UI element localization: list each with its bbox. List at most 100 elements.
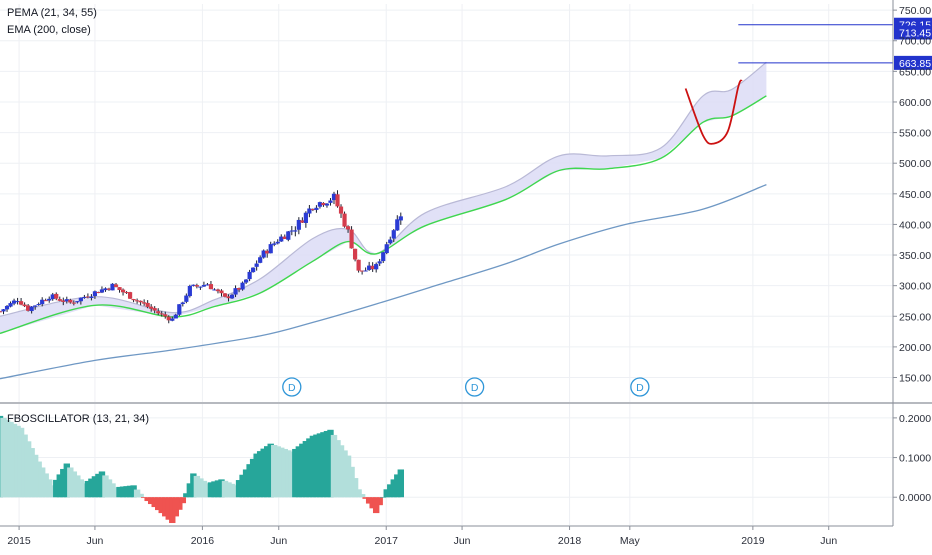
candle-body [96, 292, 101, 294]
candle-body [352, 248, 358, 260]
oscillator-bar [123, 486, 130, 498]
oscillator-bar [172, 497, 179, 517]
oscillator-bars [0, 415, 404, 524]
candle-body [142, 302, 147, 304]
oscillator-bar [70, 471, 78, 498]
oscillator-bar [179, 497, 187, 504]
oscillator-bar [42, 473, 49, 498]
oscillator-bar [183, 493, 190, 498]
candle-body [1, 309, 6, 312]
price-tag-bg [894, 25, 932, 40]
oscillator-bar [281, 448, 288, 498]
candle-body [345, 226, 351, 230]
oscillator-bar [77, 479, 85, 498]
oscillator-bar [330, 434, 338, 498]
oscillator-bar [358, 494, 366, 498]
oscillator-bar [211, 481, 218, 498]
candle-body [356, 259, 361, 271]
oscillator-bar [372, 497, 380, 514]
candle-body [254, 263, 259, 267]
candle-body [205, 284, 210, 286]
legend-oscillator[interactable]: FBOSCILLATOR (13, 21, 34) [7, 413, 150, 425]
pema-fast-line [0, 61, 767, 317]
oscillator-bar [140, 497, 148, 499]
y-tick-label: 750.00 [899, 5, 931, 17]
oscillator-bar [144, 497, 151, 502]
candle-body [187, 286, 192, 297]
oscillator-bar [235, 480, 243, 498]
legend-ema[interactable]: EMA (200, close) [7, 24, 91, 36]
candle-body [198, 286, 203, 288]
oscillator-bar [74, 475, 81, 498]
ema200-line [0, 183, 767, 380]
oscillator-bar [365, 497, 373, 504]
price-tag-bg [894, 55, 932, 70]
candle-body [54, 293, 59, 299]
candle-body [127, 292, 133, 299]
oscillator-bar [102, 475, 109, 498]
x-tick-label: Jun [820, 535, 837, 547]
dividend-marker [282, 377, 302, 397]
candle-body [293, 230, 298, 232]
y-tick-label: 250.00 [899, 311, 931, 323]
candle-body [324, 203, 330, 206]
oscillator-bar [323, 430, 331, 498]
candle-body [50, 294, 55, 300]
candle-body [222, 293, 228, 297]
oscillator-bar [91, 476, 99, 498]
oscillator-bar [204, 483, 211, 498]
candle-body [68, 299, 73, 303]
oscillator-bar [7, 421, 14, 498]
candle-body [156, 311, 161, 314]
oscillator-bar [133, 489, 141, 498]
axes: 150.00 200.00 250.00 300.00 350.00 400.00 450.… [7, 5, 931, 547]
price-tag-label: 713.45 [899, 28, 931, 40]
oscillator-bar [239, 474, 246, 498]
candle-body [272, 243, 277, 245]
candle-body [377, 261, 382, 264]
oscillator-bar [10, 423, 18, 498]
oscillator-bar [49, 485, 56, 498]
pema-slow-line [0, 95, 767, 335]
dividend-marker [464, 377, 485, 397]
oscillator-bar [60, 468, 67, 498]
oscillator-bar [285, 450, 292, 498]
candle-body [177, 304, 182, 315]
candle-body [314, 207, 319, 210]
legend-pema[interactable]: PEMA (21, 34, 55) [7, 7, 97, 19]
candle-body [159, 313, 164, 315]
oscillator-bar [334, 440, 341, 498]
candle-body [307, 208, 312, 214]
oscillator-bar [369, 497, 376, 509]
oscillator-bar [246, 464, 253, 498]
candle-body [300, 220, 305, 223]
candle-body [173, 314, 178, 319]
candle-body [398, 216, 403, 221]
candle-body [226, 296, 231, 299]
y-tick-label: 150.00 [899, 373, 931, 385]
oscillator-bar [309, 435, 317, 498]
candle-body [370, 265, 375, 270]
candle-body [170, 318, 175, 321]
candle-body [117, 287, 122, 290]
candle-body [4, 305, 10, 310]
oscillator-bar [67, 467, 74, 498]
oscillator-bar [225, 482, 232, 498]
price-tag-label: 663.85 [899, 58, 931, 70]
oscillator-bar [88, 478, 95, 498]
candle-body [57, 299, 62, 301]
candle-body [335, 194, 340, 207]
candle-body [124, 292, 129, 294]
oscillator-bar [17, 427, 25, 498]
y-tick-label: 650.00 [899, 66, 931, 78]
candle-body [303, 212, 308, 223]
candle-body [317, 202, 323, 207]
candle-body [279, 236, 284, 242]
candle-body [265, 250, 270, 254]
candle-body [18, 301, 24, 305]
candle-body [82, 296, 87, 298]
oscillator-bar [260, 448, 267, 498]
candle-body [215, 289, 221, 292]
